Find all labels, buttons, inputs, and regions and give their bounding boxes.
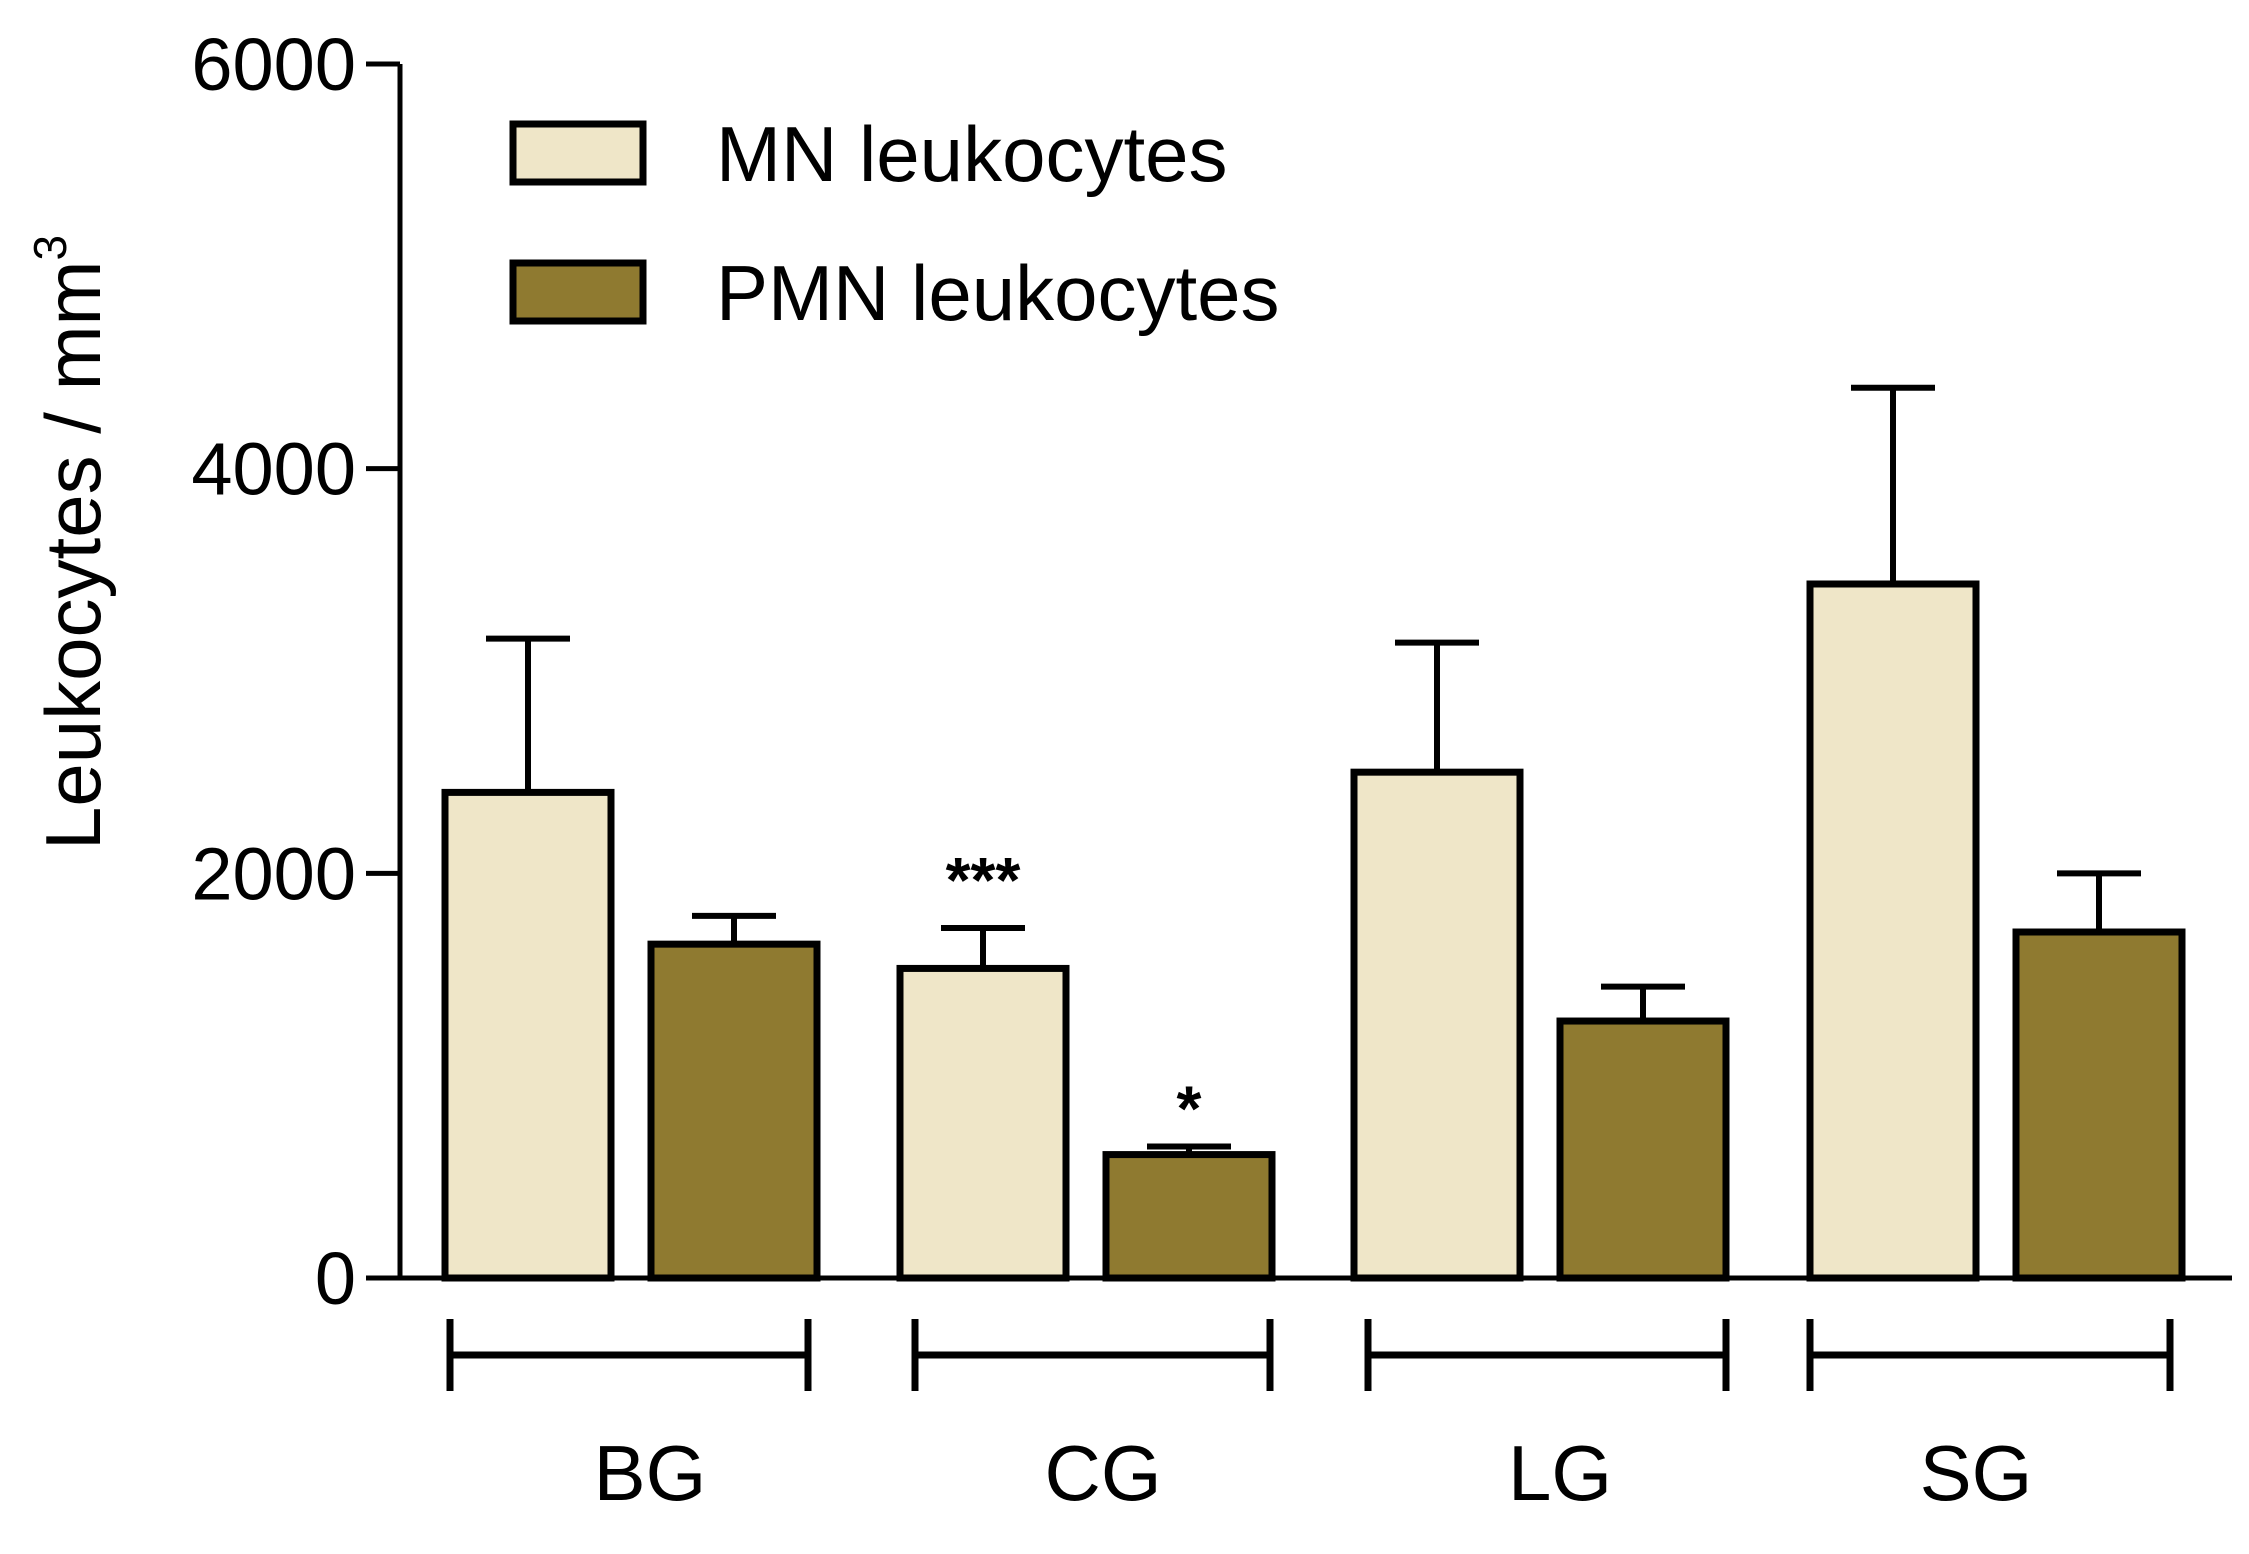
- y-tick-label: 6000: [191, 23, 356, 106]
- x-category-label: CG: [1045, 1429, 1162, 1517]
- x-category-label: LG: [1508, 1429, 1612, 1517]
- bar-cg-pmn: [1102, 1151, 1276, 1282]
- y-axis-title-text: Leukocytes / mm: [29, 260, 117, 850]
- x-axis: BG CG LG SG: [400, 1275, 2232, 1517]
- bar-lg-mn: [1350, 768, 1524, 1282]
- bar-sg-mn: [1806, 580, 1980, 1282]
- bar-bg-mn: [441, 788, 615, 1282]
- significance-annotation: ***: [946, 844, 1021, 916]
- bars: ****: [441, 384, 2186, 1282]
- y-tick-label: 4000: [191, 428, 356, 511]
- bar-lg-pmn: [1556, 1017, 1730, 1282]
- bar-bg-pmn: [647, 940, 821, 1282]
- legend-label: MN leukocytes: [716, 110, 1228, 198]
- legend-swatch: [509, 120, 647, 186]
- y-axis: 0 2000 4000 6000: [191, 23, 403, 1320]
- x-category-label: SG: [1920, 1429, 2033, 1517]
- bar-cg-mn: [896, 964, 1070, 1282]
- y-tick-label: 0: [315, 1237, 356, 1320]
- legend: MN leukocytes PMN leukocytes: [509, 110, 1280, 337]
- bar-sg-pmn: [2012, 928, 2186, 1282]
- legend-label: PMN leukocytes: [716, 249, 1280, 337]
- y-tick-label: 2000: [191, 832, 356, 915]
- legend-swatch: [509, 259, 647, 325]
- y-axis-title-superscript: 3: [24, 235, 76, 261]
- significance-annotation: *: [1177, 1072, 1202, 1144]
- y-axis-title: Leukocytes / mm3: [24, 235, 117, 850]
- x-category-label: BG: [594, 1429, 707, 1517]
